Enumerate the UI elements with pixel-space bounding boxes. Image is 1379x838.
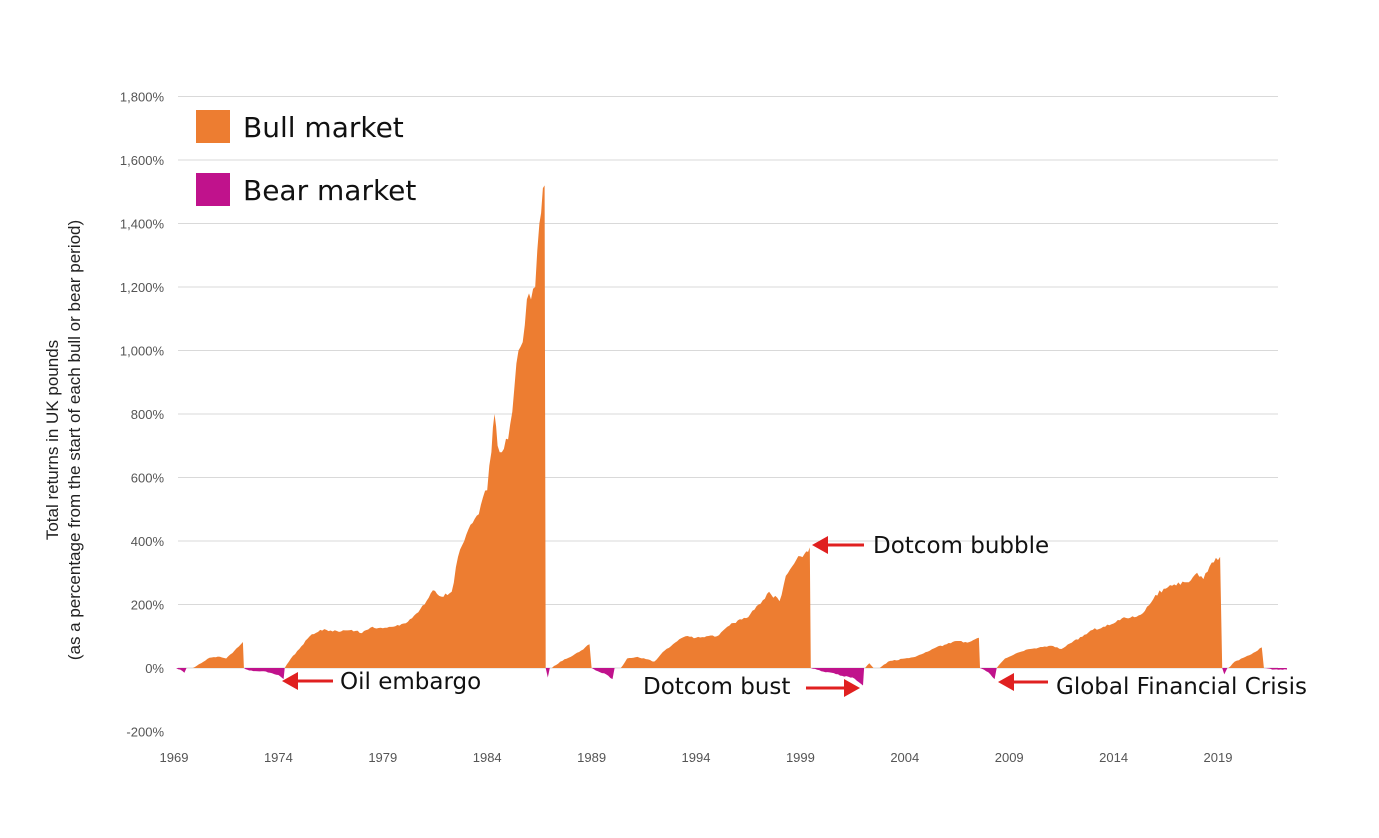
bull-period-area: [620, 547, 811, 668]
y-axis-ticks: -200% 0% 200% 400% 600% 800% 1,000% 1,200% 1,400…: [120, 90, 165, 740]
x-tick-label: 2014: [1099, 750, 1128, 765]
y-tick-label: 1,400%: [120, 217, 165, 232]
bull-market-series: [192, 185, 1264, 668]
annotations: Oil embargo Dotcom bubble Dotcom bust Globa…: [282, 533, 1307, 700]
x-tick-label: 1984: [473, 750, 502, 765]
legend-swatch-bull: [196, 110, 230, 143]
y-tick-label: 1,600%: [120, 153, 165, 168]
annotation-label: Oil embargo: [340, 669, 481, 695]
annotation: Dotcom bubble: [812, 533, 1049, 559]
x-tick-label: 2009: [995, 750, 1024, 765]
x-tick-label: 1969: [160, 750, 189, 765]
bear-period-area: [1222, 668, 1228, 675]
annotation: Oil embargo: [282, 669, 481, 695]
x-axis-ticks: 1969 1974 1979 1984 1989 1994 1999 2004 2009 2014…: [160, 750, 1233, 765]
annotation-arrow-head: [844, 679, 860, 697]
legend-label-bull: Bull market: [243, 111, 404, 144]
bear-market-series: [176, 668, 1287, 686]
legend-label-bear: Bear market: [243, 174, 416, 207]
annotation: Dotcom bust: [643, 674, 860, 700]
legend-swatch-bear: [196, 173, 230, 206]
y-tick-label: 200%: [131, 598, 165, 613]
bull-period-area: [551, 644, 592, 668]
y-tick-label: 1,000%: [120, 344, 165, 359]
bull-period-area: [192, 642, 244, 668]
y-tick-label: 1,800%: [120, 90, 165, 105]
area-series: [176, 185, 1287, 686]
bull-period-area: [879, 637, 980, 668]
x-tick-label: 1994: [682, 750, 711, 765]
x-tick-label: 2004: [890, 750, 919, 765]
y-tick-label: -200%: [126, 725, 164, 740]
annotation-label: Dotcom bubble: [873, 533, 1049, 559]
y-tick-label: 0%: [145, 661, 164, 676]
bull-period-area: [996, 556, 1223, 668]
bear-period-area: [545, 668, 550, 678]
bear-period-area: [591, 668, 615, 680]
bear-period-area: [1263, 668, 1287, 670]
annotation-label: Dotcom bust: [643, 674, 790, 700]
bull-period-area: [1228, 647, 1264, 668]
bear-period-area: [810, 668, 865, 686]
y-tick-label: 1,200%: [120, 280, 165, 295]
x-tick-label: 1979: [368, 750, 397, 765]
legend: Bull market Bear market: [196, 110, 416, 207]
x-tick-label: 1999: [786, 750, 815, 765]
x-tick-label: 1974: [264, 750, 293, 765]
bear-period-area: [980, 668, 997, 680]
y-axis-label-line2: (as a percentage from the start of each …: [65, 220, 84, 660]
annotation-arrow-head: [998, 673, 1014, 691]
annotation-arrow-head: [812, 536, 828, 554]
bear-period-area: [243, 668, 285, 680]
bull-period-area: [284, 185, 546, 668]
y-tick-label: 400%: [131, 534, 165, 549]
y-tick-label: 600%: [131, 471, 165, 486]
annotation-label: Global Financial Crisis: [1056, 674, 1307, 700]
annotation-arrow-head: [282, 672, 298, 690]
y-tick-label: 800%: [131, 407, 165, 422]
y-axis-label-line1: Total returns in UK pounds: [43, 340, 62, 540]
bull-period-area: [865, 663, 874, 668]
x-tick-label: 1989: [577, 750, 606, 765]
bear-period-area: [176, 668, 187, 673]
annotation: Global Financial Crisis: [998, 673, 1307, 700]
y-axis-label: Total returns in UK pounds (as a percent…: [43, 220, 84, 660]
x-tick-label: 2019: [1204, 750, 1233, 765]
